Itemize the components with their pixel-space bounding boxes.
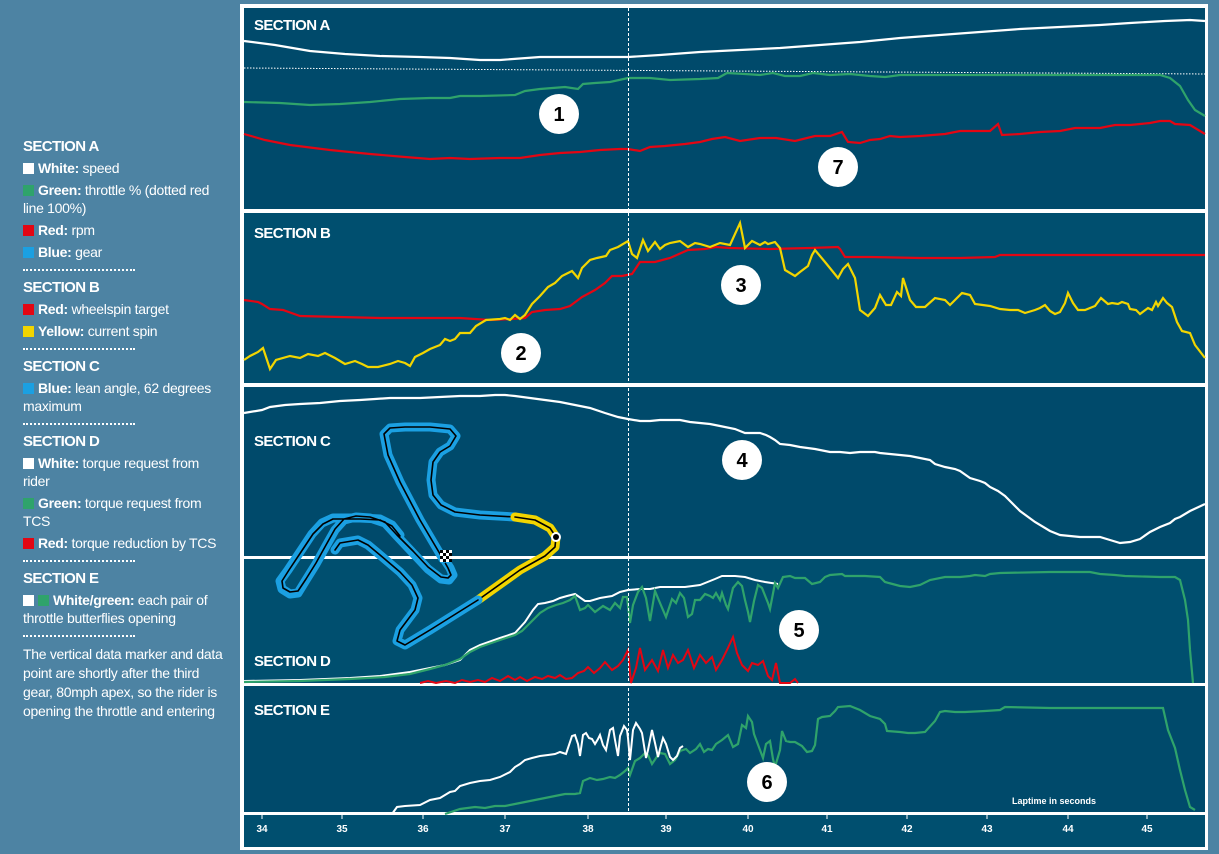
legend-item-rpm: Red: rpm <box>23 221 223 239</box>
legend-item-torque-reduction: Red: torque reduction by TCS <box>23 534 223 552</box>
panel-e-bg <box>244 686 1205 812</box>
x-tick-label: 41 <box>821 824 833 835</box>
legend-item-wheelspin-target: Red: wheelspin target <box>23 300 223 318</box>
rpm-trace <box>243 119 1206 161</box>
legend-item-rider-torque: White: torque request from rider <box>23 455 200 489</box>
legend-section-c: SECTION C Blue: lean angle, 62 degrees m… <box>23 358 223 415</box>
legend-item-butterflies: White/green: each pair of throttle butte… <box>23 592 208 626</box>
dotted-divider <box>23 560 135 562</box>
x-axis-bg <box>244 815 1205 847</box>
explanatory-note: The vertical data marker and data point … <box>23 646 223 719</box>
green-swatch-icon <box>23 185 34 196</box>
legend-section-title: SECTION C <box>23 358 100 375</box>
dotted-divider <box>23 348 135 350</box>
section-e-traces <box>391 704 1196 816</box>
section-d-traces <box>243 570 1195 685</box>
svg-text:2: 2 <box>515 343 526 365</box>
green-swatch-icon <box>23 498 34 509</box>
panel-d-title: SECTION D <box>254 653 331 670</box>
legend-section-d: SECTION D White: torque request from rid… <box>23 433 223 552</box>
legend-item-lean-angle: Blue: lean angle, 62 degrees maximum <box>23 380 211 414</box>
x-tick-label: 38 <box>582 824 594 835</box>
x-tick-label: 39 <box>660 824 672 835</box>
dotted-divider <box>23 423 135 425</box>
torque-reduction-trace <box>419 634 799 685</box>
legend-item-speed: White: speed <box>23 159 223 177</box>
butterflies-pair-2-trace <box>444 704 1196 816</box>
panel-b-title: SECTION B <box>254 225 331 242</box>
red-swatch-icon <box>23 225 34 236</box>
chequered-flag-icon <box>440 550 452 562</box>
x-tick-label: 43 <box>981 824 993 835</box>
x-tick-label: 37 <box>499 824 511 835</box>
panel-a-title: SECTION A <box>254 17 330 34</box>
panel-b-bg <box>244 213 1205 383</box>
current-spin-trace <box>243 219 1206 372</box>
butterflies-pair-1-trace <box>391 720 684 815</box>
speed-trace <box>243 18 1206 62</box>
white-swatch-icon <box>23 458 34 469</box>
legend-section-b: SECTION B Red: wheelspin target Yellow: … <box>23 279 223 340</box>
throttle-trace <box>243 71 1206 117</box>
x-tick-label: 42 <box>901 824 913 835</box>
x-tick-label: 44 <box>1062 824 1074 835</box>
x-tick-label: 40 <box>742 824 754 835</box>
callout-4: 4 <box>722 440 762 480</box>
x-axis-caption: Laptime in seconds <box>1012 796 1096 806</box>
legend-section-title: SECTION D <box>23 433 100 450</box>
x-tick-label: 36 <box>417 824 429 835</box>
callout-3: 3 <box>721 265 761 305</box>
legend-item-current-spin: Yellow: current spin <box>23 322 223 340</box>
callout-5: 5 <box>779 610 819 650</box>
legend-sidebar: SECTION A White: speed Green: throttle %… <box>23 136 223 721</box>
blue-swatch-icon <box>23 383 34 394</box>
yellow-swatch-icon <box>23 326 34 337</box>
tcs-torque-trace <box>243 570 1195 684</box>
svg-text:7: 7 <box>832 157 843 179</box>
legend-section-e: SECTION E White/green: each pair of thro… <box>23 570 223 627</box>
callout-6: 6 <box>747 762 787 802</box>
x-axis: 34 35 36 37 38 39 40 41 42 43 44 45 <box>256 815 1153 835</box>
white-swatch-icon <box>23 163 34 174</box>
dotted-divider <box>23 635 135 637</box>
svg-text:5: 5 <box>793 620 804 642</box>
wheelspin-target-trace <box>243 245 1205 322</box>
blue-swatch-icon <box>23 247 34 258</box>
track-map-inset <box>275 422 561 650</box>
throttle-100-reference-line <box>243 67 1206 75</box>
panel-a-bg <box>244 8 1205 209</box>
section-a-traces <box>243 18 1206 161</box>
svg-text:4: 4 <box>736 450 748 472</box>
svg-text:1: 1 <box>553 104 564 126</box>
legend-section-title: SECTION A <box>23 138 99 155</box>
callout-2: 2 <box>501 333 541 373</box>
legend-item-tcs-torque: Green: torque request from TCS <box>23 495 202 529</box>
panel-d-bg <box>244 559 1205 683</box>
panel-e-title: SECTION E <box>254 702 330 719</box>
legend-section-title: SECTION E <box>23 570 99 587</box>
legend-section-a: SECTION A White: speed Green: throttle %… <box>23 138 223 261</box>
callout-1: 1 <box>539 94 579 134</box>
callout-7: 7 <box>818 147 858 187</box>
x-tick-label: 35 <box>336 824 348 835</box>
lean-angle-trace <box>243 393 1206 545</box>
white-swatch-icon <box>23 595 34 606</box>
dotted-divider <box>23 269 135 271</box>
x-tick-label: 45 <box>1141 824 1153 835</box>
legend-item-gear: Blue: gear <box>23 243 223 261</box>
green-swatch-icon <box>38 595 49 606</box>
legend-item-throttle: Green: throttle % (dotted red line 100%) <box>23 182 210 216</box>
red-swatch-icon <box>23 304 34 315</box>
x-tick-label: 34 <box>256 824 268 835</box>
red-swatch-icon <box>23 538 34 549</box>
svg-text:6: 6 <box>761 772 772 794</box>
legend-section-title: SECTION B <box>23 279 100 296</box>
section-b-traces <box>243 219 1206 372</box>
svg-text:3: 3 <box>735 275 746 297</box>
panel-c-title: SECTION C <box>254 433 331 450</box>
